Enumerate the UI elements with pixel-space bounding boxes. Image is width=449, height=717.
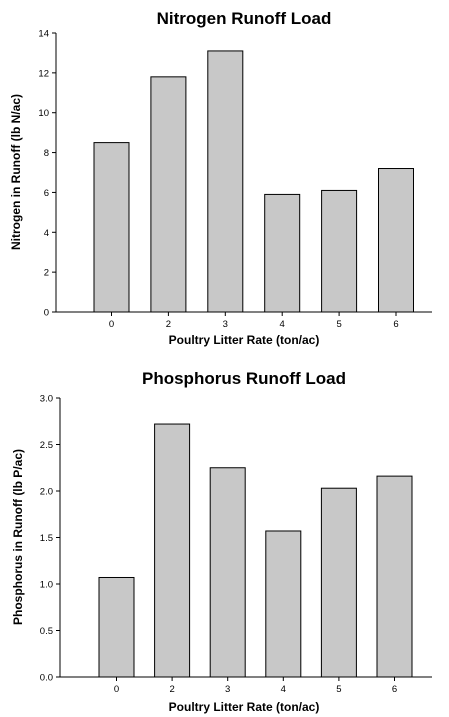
x-tick-label: 4: [280, 319, 285, 330]
bar-2: [150, 76, 187, 313]
x-tick-label: 0: [109, 319, 114, 330]
x-tick-label: 6: [392, 684, 397, 695]
nitrogen-chart: Nitrogen Runoff Load Poultry Litter Rate…: [9, 9, 432, 347]
y-axis-label: Phosphorus in Runoff (lb P/ac): [11, 449, 25, 625]
bar-0: [98, 576, 135, 678]
x-tick-label: 4: [281, 684, 286, 695]
axes: [55, 33, 432, 313]
y-tick-label: 0.5: [40, 626, 53, 637]
y-tick-label: 0: [44, 308, 49, 319]
bar-3: [207, 50, 244, 313]
bar-6: [378, 168, 414, 313]
x-tick-label: 2: [169, 684, 174, 695]
chart-title: Nitrogen Runoff Load: [157, 9, 332, 28]
x-tick-label: 3: [225, 684, 230, 695]
y-tick-label: 2: [44, 268, 49, 279]
axes: [59, 398, 432, 678]
bar-4: [264, 193, 301, 313]
bar-5: [320, 487, 357, 678]
bar-0: [93, 142, 130, 313]
x-tick-label: 5: [336, 319, 341, 330]
plot-area: 0 2 3 4 5 6 0 2 4 6 8 10 12 14: [38, 29, 432, 330]
y-tick-label: 1.0: [40, 580, 53, 591]
x-tick-label: 6: [393, 319, 398, 330]
x-tick-label: 5: [336, 684, 341, 695]
y-tick-label: 6: [44, 188, 49, 199]
x-tick-label: 3: [223, 319, 228, 330]
x-axis-label: Poultry Litter Rate (ton/ac): [169, 333, 320, 347]
y-tick-label: 8: [44, 148, 49, 159]
x-tick-label: 0: [114, 684, 119, 695]
x-tick-label: 2: [166, 319, 171, 330]
plot-area: 0 2 3 4 5 6 0.0 0.5 1.0 1.5 2.0 2.5 3.0: [40, 394, 432, 695]
bar-6: [376, 475, 413, 678]
y-tick-label: 10: [38, 108, 49, 119]
y-tick-label: 4: [44, 228, 49, 239]
bar-3: [209, 467, 246, 678]
chart-title: Phosphorus Runoff Load: [142, 369, 346, 388]
y-axis-label: Nitrogen in Runoff (lb N/ac): [9, 94, 23, 250]
y-tick-label: 12: [38, 68, 49, 79]
y-tick-label: 14: [38, 29, 49, 40]
y-tick-label: 2.0: [40, 487, 53, 498]
x-axis-label: Poultry Litter Rate (ton/ac): [169, 700, 320, 714]
y-tick-label: 1.5: [40, 533, 53, 544]
y-tick-label: 0.0: [40, 673, 53, 684]
bar-5: [321, 189, 358, 313]
phosphorus-chart: Phosphorus Runoff Load Poultry Litter Ra…: [11, 369, 432, 714]
y-tick-label: 3.0: [40, 394, 53, 405]
bar-2: [154, 423, 191, 678]
y-tick-label: 2.5: [40, 440, 53, 451]
bar-4: [265, 530, 302, 678]
